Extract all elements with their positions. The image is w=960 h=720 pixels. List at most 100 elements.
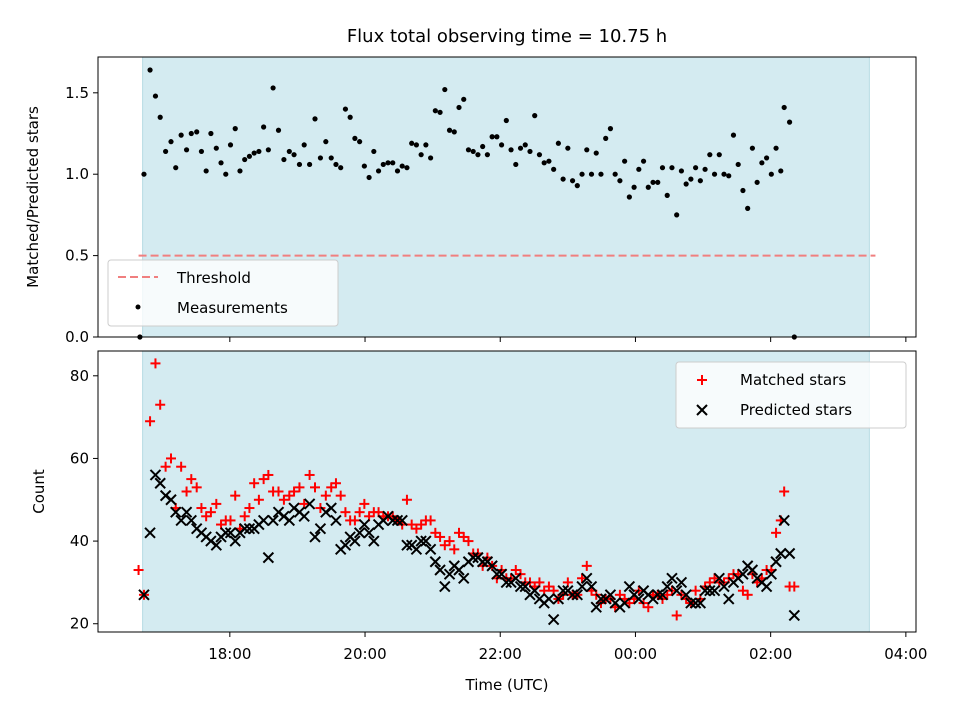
predicted-point	[262, 551, 275, 564]
legend-measurement-swatch	[135, 304, 141, 310]
matched-point	[435, 531, 446, 542]
predicted-point	[765, 568, 778, 580]
measurement-point	[763, 155, 770, 161]
measurement-point	[569, 178, 576, 184]
measurement-point	[147, 67, 153, 73]
measurement-point	[265, 147, 271, 153]
measurement-point	[371, 148, 377, 155]
measurement-point	[617, 178, 623, 184]
measurement-point	[423, 142, 429, 148]
predicted-point	[661, 580, 673, 593]
measurement-point	[286, 148, 292, 155]
top-axis-ticks: 0.0 0.5 1.0 1.5	[65, 84, 907, 346]
measurement-point	[404, 165, 410, 171]
measurement-point	[631, 184, 637, 190]
predicted-point	[547, 613, 560, 626]
measurement-point	[759, 160, 765, 166]
measurement-point	[532, 113, 538, 119]
measurement-point	[735, 161, 741, 168]
predicted-point	[590, 601, 602, 613]
measurement-point	[338, 165, 344, 171]
matched-point	[304, 469, 315, 480]
measurement-point	[498, 142, 505, 148]
bottom-y-axis-label: Count	[30, 469, 48, 514]
predicted-point	[595, 593, 607, 605]
predicted-point	[165, 494, 177, 506]
measurement-point	[494, 134, 500, 140]
predicted-point	[238, 522, 251, 535]
measurement-point	[503, 117, 509, 124]
matched-point	[354, 507, 365, 518]
predicted-point	[713, 572, 725, 584]
predicted-point	[704, 584, 716, 597]
measurement-point	[428, 155, 434, 161]
measurement-point	[603, 135, 609, 141]
predicted-point	[453, 564, 465, 576]
matched-point	[330, 478, 341, 489]
measurement-point	[475, 152, 481, 158]
predicted-point	[149, 469, 162, 481]
matched-point	[425, 515, 436, 526]
measurement-point	[579, 171, 585, 177]
measurement-point	[312, 116, 318, 122]
x-tick-label: 02:00	[749, 645, 792, 663]
measurement-point	[655, 179, 661, 185]
predicted-point	[557, 584, 569, 597]
predicted-point	[439, 580, 451, 593]
measurement-point	[385, 160, 391, 166]
predicted-point	[656, 589, 669, 601]
legend-predicted-label: Predicted stars	[740, 401, 852, 419]
x-axis-label: Time (UTC)	[465, 676, 549, 694]
measurement-point	[461, 96, 467, 102]
matched-point	[253, 494, 264, 505]
top-y-axis-label: Matched/Predicted stars	[24, 106, 42, 288]
legend-matched-label: Matched stars	[740, 371, 846, 389]
predicted-point	[581, 572, 593, 584]
measurement-point	[726, 173, 732, 179]
predicted-point	[495, 568, 508, 580]
predicted-point	[666, 572, 678, 584]
measurement-point	[375, 168, 382, 174]
measurement-point	[683, 181, 689, 187]
predicted-point	[543, 593, 555, 605]
matched-point	[444, 536, 455, 547]
measurement-point	[781, 104, 787, 111]
matched-point	[273, 486, 284, 497]
matched-point	[176, 461, 187, 472]
measurement-points	[137, 67, 797, 340]
predicted-point	[443, 568, 456, 580]
measurement-point	[168, 139, 174, 145]
predicted-point	[330, 514, 342, 527]
measurement-point	[152, 93, 159, 99]
predicted-point	[633, 593, 645, 605]
measurement-point	[541, 160, 547, 166]
predicted-point	[368, 535, 380, 547]
predicted-point	[708, 584, 721, 597]
measurement-point	[442, 86, 448, 93]
top-plot-frame	[97, 56, 917, 338]
measurement-point	[626, 194, 632, 200]
predicted-point	[410, 543, 423, 556]
matched-point	[263, 469, 274, 480]
count-points	[133, 358, 801, 626]
predicted-point	[510, 572, 522, 584]
measurement-point	[251, 150, 257, 156]
measurement-point	[598, 171, 604, 177]
measurement-point	[749, 145, 756, 151]
predicted-point	[760, 580, 773, 593]
predicted-point	[267, 514, 279, 527]
predicted-point	[500, 576, 513, 589]
measurement-point	[333, 161, 339, 168]
bottom-axis-ticks: 20 40 60 80 18:00 20:00 22:00 00:00 02:00 04:00	[70, 367, 928, 663]
measurement-point	[270, 85, 276, 91]
measurement-point	[674, 212, 680, 218]
predicted-point	[618, 597, 631, 609]
measurement-point	[306, 161, 313, 168]
matched-point	[349, 515, 360, 526]
measurement-point	[707, 152, 713, 158]
matched-point	[239, 511, 250, 522]
measurement-point	[669, 165, 675, 171]
predicted-point	[694, 597, 707, 609]
measurement-point	[246, 153, 253, 159]
measurement-point	[508, 147, 514, 153]
